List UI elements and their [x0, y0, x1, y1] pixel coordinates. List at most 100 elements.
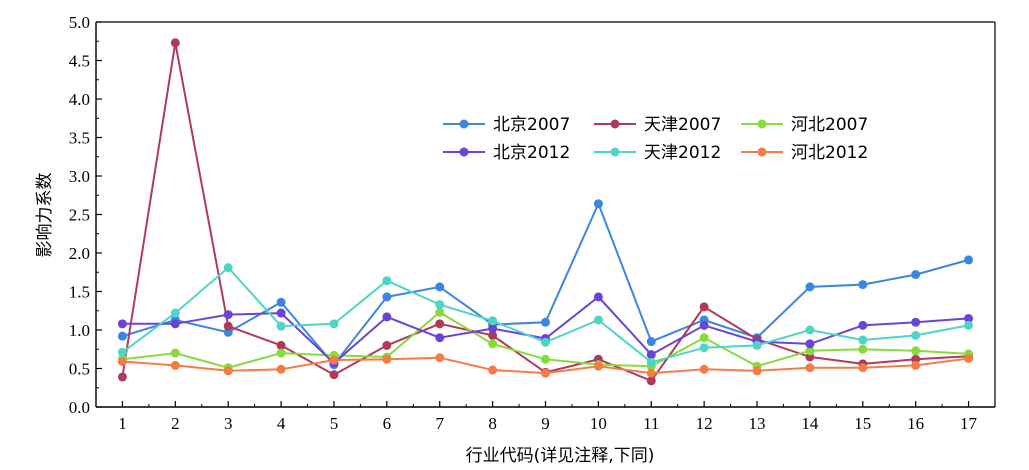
data-point — [805, 325, 815, 335]
data-point — [488, 365, 498, 375]
y-tick-label: 1.5 — [69, 283, 90, 302]
x-tick-label: 1 — [118, 414, 127, 433]
y-tick-label: 5.0 — [69, 13, 90, 32]
data-point — [435, 333, 445, 343]
series-1 — [117, 199, 974, 370]
data-point — [964, 353, 974, 363]
data-point — [699, 343, 709, 353]
data-point — [593, 292, 603, 302]
y-tick-label: 2.5 — [69, 206, 90, 225]
data-point — [435, 353, 445, 363]
data-point — [276, 340, 286, 350]
data-point — [911, 346, 921, 356]
x-tick-label: 13 — [749, 414, 766, 433]
data-point — [858, 335, 868, 345]
data-point — [382, 276, 392, 286]
x-tick-label: 2 — [171, 414, 180, 433]
data-point — [117, 319, 127, 329]
legend-entry: 河北2012 — [741, 143, 868, 163]
data-point — [911, 270, 921, 280]
x-tick-label: 12 — [696, 414, 713, 433]
legend-label: 北京2012 — [493, 143, 570, 163]
x-tick-label: 17 — [960, 414, 978, 433]
data-point — [276, 308, 286, 318]
legend-label: 河北2012 — [791, 143, 868, 163]
data-point — [488, 330, 498, 340]
data-point — [117, 357, 127, 367]
plot-area — [117, 38, 974, 386]
data-point — [858, 320, 868, 330]
x-tick-label: 3 — [224, 414, 233, 433]
data-point — [699, 333, 709, 343]
data-point — [223, 310, 233, 320]
data-point — [435, 300, 445, 310]
x-tick-label: 8 — [488, 414, 497, 433]
legend-label: 天津2007 — [644, 115, 721, 135]
x-tick-label: 11 — [643, 414, 659, 433]
data-point — [541, 354, 550, 364]
data-point — [911, 360, 921, 370]
data-point — [752, 366, 762, 376]
data-point — [329, 370, 339, 380]
y-tick-label: 0.5 — [69, 360, 90, 379]
legend-marker — [610, 147, 620, 157]
data-point — [223, 321, 233, 331]
data-point — [805, 339, 815, 349]
data-point — [541, 368, 550, 378]
data-point — [646, 350, 656, 360]
x-tick-label: 6 — [383, 414, 392, 433]
legend-label: 河北2007 — [791, 115, 868, 135]
data-point — [964, 320, 974, 330]
legend-entry: 天津2012 — [594, 143, 721, 163]
data-point — [593, 361, 603, 371]
data-point — [964, 313, 974, 323]
data-point — [805, 352, 815, 362]
data-point — [964, 255, 974, 265]
x-tick-label: 9 — [541, 414, 550, 433]
data-point — [488, 339, 498, 349]
y-tick-label: 4.0 — [69, 90, 90, 109]
data-point — [699, 364, 709, 374]
data-point — [541, 317, 550, 327]
data-point — [646, 357, 656, 367]
y-tick-label: 0.0 — [69, 398, 90, 417]
data-point — [435, 307, 445, 317]
data-point — [646, 337, 656, 347]
data-point — [858, 280, 868, 290]
data-point — [382, 292, 392, 302]
data-point — [382, 312, 392, 322]
legend-marker — [459, 147, 469, 157]
data-point — [488, 316, 498, 326]
data-point — [805, 282, 815, 292]
data-point — [805, 363, 815, 373]
data-point — [117, 372, 127, 382]
x-tick-label: 15 — [854, 414, 871, 433]
data-point — [170, 308, 180, 318]
data-point — [699, 302, 709, 312]
x-tick-label: 4 — [277, 414, 286, 433]
y-tick-label: 3.5 — [69, 129, 90, 148]
axes: 0.00.51.01.52.02.53.03.54.04.55.01 2 3 4 5 6 7… — [69, 13, 996, 433]
x-tick-label: 14 — [801, 414, 819, 433]
data-point — [382, 340, 392, 350]
y-tick-label: 4.5 — [69, 52, 90, 71]
y-tick-label: 1.0 — [69, 321, 90, 340]
data-point — [223, 366, 233, 376]
data-point — [805, 346, 815, 356]
data-point — [858, 344, 868, 354]
data-point — [170, 38, 180, 48]
legend-label: 天津2012 — [644, 143, 721, 163]
x-tick-label: 10 — [590, 414, 607, 433]
series-6 — [117, 353, 974, 378]
x-tick-label: 7 — [435, 414, 444, 433]
data-point — [276, 348, 286, 358]
data-point — [276, 321, 286, 331]
data-point — [117, 331, 127, 341]
data-point — [276, 364, 286, 374]
data-point — [911, 330, 921, 340]
series-line — [121, 42, 969, 383]
legend-entry: 河北2007 — [741, 115, 868, 135]
data-point — [170, 348, 180, 358]
legend-entry: 天津2007 — [594, 115, 721, 135]
